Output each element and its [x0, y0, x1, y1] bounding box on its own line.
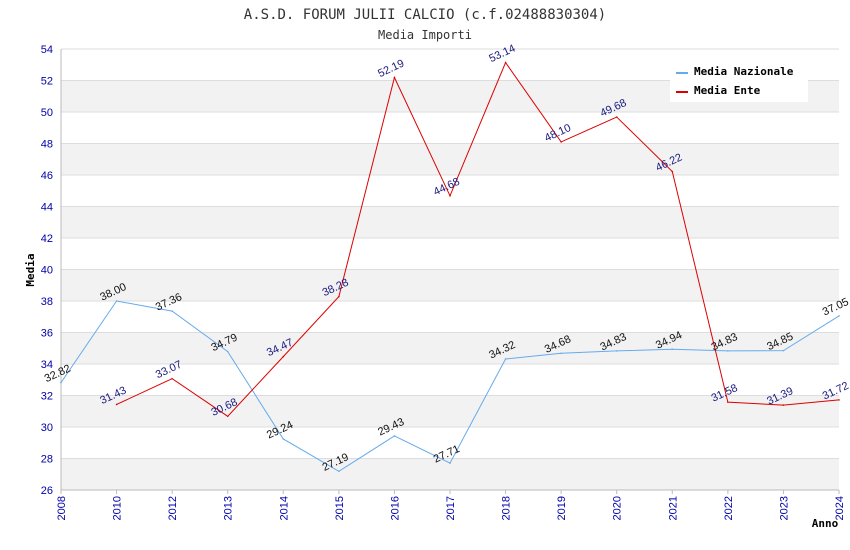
grid-band [61, 143, 839, 175]
data-point [782, 404, 785, 406]
y-tick-label: 46 [41, 170, 53, 182]
data-point [338, 470, 340, 473]
data-point [226, 350, 229, 353]
data-point [60, 381, 62, 384]
y-tick-label: 50 [41, 107, 53, 119]
grid [61, 48, 839, 491]
y-tick-label: 32 [41, 391, 53, 403]
y-tick-label: 34 [41, 359, 53, 371]
x-tick-label: 2020 [612, 496, 624, 520]
data-point [282, 438, 285, 440]
data-point [782, 349, 785, 352]
y-tick-label: 36 [41, 328, 53, 340]
data-point [115, 300, 118, 302]
y-axis-label: Media [24, 253, 37, 286]
legend-label-ente: Media Ente [694, 84, 761, 97]
chart-title: A.S.D. FORUM JULII CALCIO (c.f.024888303… [244, 7, 606, 23]
data-point [171, 310, 173, 312]
grid-band [61, 112, 839, 144]
y-tick-label: 38 [41, 296, 53, 308]
data-point [282, 355, 285, 358]
y-tick-label: 48 [41, 139, 53, 151]
series-line-ente [116, 61, 840, 417]
data-point [504, 358, 507, 360]
data-point [838, 315, 840, 317]
data-point [615, 350, 618, 352]
data-point [449, 194, 451, 197]
series-lines [60, 61, 840, 473]
y-tick-label: 52 [41, 76, 53, 88]
grid-band [61, 238, 839, 270]
data-point [671, 348, 674, 350]
grid-band [61, 206, 839, 238]
grid-band [61, 332, 839, 364]
y-tick-label: 26 [41, 485, 53, 497]
grid-band [61, 364, 839, 396]
data-point [560, 141, 562, 143]
x-tick-label: 2019 [556, 496, 568, 520]
grid-band [61, 175, 839, 207]
x-tick-label: 2022 [723, 496, 735, 520]
y-tick-label: 42 [41, 233, 53, 245]
x-tick-label: 2015 [334, 496, 346, 520]
data-point [226, 415, 229, 418]
data-point [560, 352, 562, 355]
x-tick-label: 2021 [667, 496, 679, 520]
y-tick-label: 30 [41, 422, 53, 434]
x-tick-label: 2017 [445, 496, 457, 520]
x-axis-label: Anno [812, 517, 839, 530]
legend-label-nazionale: Media Nazionale [694, 65, 794, 78]
y-tick-label: 54 [41, 44, 53, 56]
data-point [449, 462, 451, 464]
x-tick-label: 2010 [112, 496, 124, 520]
data-point [727, 401, 729, 403]
x-tick-label: 2014 [278, 496, 290, 520]
grid-band [61, 395, 839, 427]
grid-band [61, 301, 839, 333]
grid-band [61, 427, 839, 459]
legend-box [670, 60, 808, 102]
x-tick-label: 2024 [834, 496, 846, 520]
data-point [727, 350, 729, 352]
y-tick-label: 44 [41, 202, 53, 214]
data-point [338, 295, 340, 298]
data-point [115, 403, 118, 406]
data-point [615, 116, 618, 118]
data-point [671, 170, 674, 173]
x-tick-label: 2008 [56, 496, 68, 520]
x-tick-label: 2023 [778, 496, 790, 520]
x-tick-label: 2016 [389, 496, 401, 520]
chart-subtitle: Media Importi [378, 28, 472, 42]
data-point [171, 377, 173, 380]
y-tick-label: 28 [41, 454, 53, 466]
data-point [504, 61, 507, 64]
y-tick-label: 40 [41, 265, 53, 277]
axes: 26 28 30 32 34 36 38 40 42 44 46 48 50 52 54 2008 2010 20… [41, 44, 846, 520]
x-tick-label: 2013 [223, 496, 235, 520]
x-tick-label: 2018 [501, 496, 513, 520]
data-point [393, 76, 396, 79]
grid-band [61, 269, 839, 301]
data-point [393, 435, 396, 437]
legend: Media Nazionale Media Ente [670, 60, 808, 102]
x-tick-label: 2012 [167, 496, 179, 520]
data-point [838, 399, 840, 401]
